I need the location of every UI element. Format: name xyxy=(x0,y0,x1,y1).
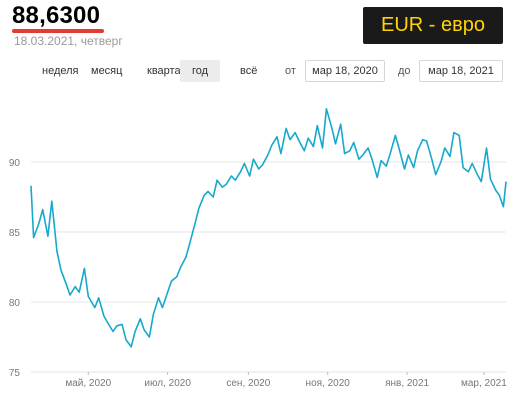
period-quarter[interactable]: квартал xyxy=(147,65,187,77)
date-to-input[interactable]: мар 18, 2021 xyxy=(419,60,503,82)
x-tick-label: мар, 2021 xyxy=(461,378,507,389)
y-tick-label: 85 xyxy=(9,228,21,239)
x-tick-label: июл, 2020 xyxy=(144,378,191,389)
period-year[interactable]: год xyxy=(180,60,220,82)
date-from-input[interactable]: мар 18, 2020 xyxy=(305,60,385,82)
range-from-label: от xyxy=(285,65,296,77)
rate-chart: 75 80 85 90 май, 2020 июл, 2020 сен, 2020 ноя,… xyxy=(9,108,507,389)
x-tick-label: май, 2020 xyxy=(65,378,111,389)
period-selector: неделя месяц квартал год всё от мар 18, … xyxy=(0,60,519,82)
period-all[interactable]: всё xyxy=(240,65,258,77)
y-tick-label: 90 xyxy=(9,158,21,169)
rate-underline xyxy=(12,29,104,33)
rate-line xyxy=(30,108,507,348)
currency-badge: EUR - евро xyxy=(363,7,503,44)
rate-date: 18.03.2021, четверг xyxy=(14,34,123,48)
x-tick-label: янв, 2021 xyxy=(385,378,429,389)
period-week[interactable]: неделя xyxy=(42,65,79,77)
y-tick-label: 75 xyxy=(9,368,21,379)
x-tick-label: ноя, 2020 xyxy=(306,378,351,389)
y-tick-label: 80 xyxy=(9,298,21,309)
x-tick-label: сен, 2020 xyxy=(226,378,270,389)
period-month[interactable]: месяц xyxy=(91,65,123,77)
current-rate: 88,6300 xyxy=(12,2,101,29)
range-to-label: до xyxy=(398,65,411,77)
